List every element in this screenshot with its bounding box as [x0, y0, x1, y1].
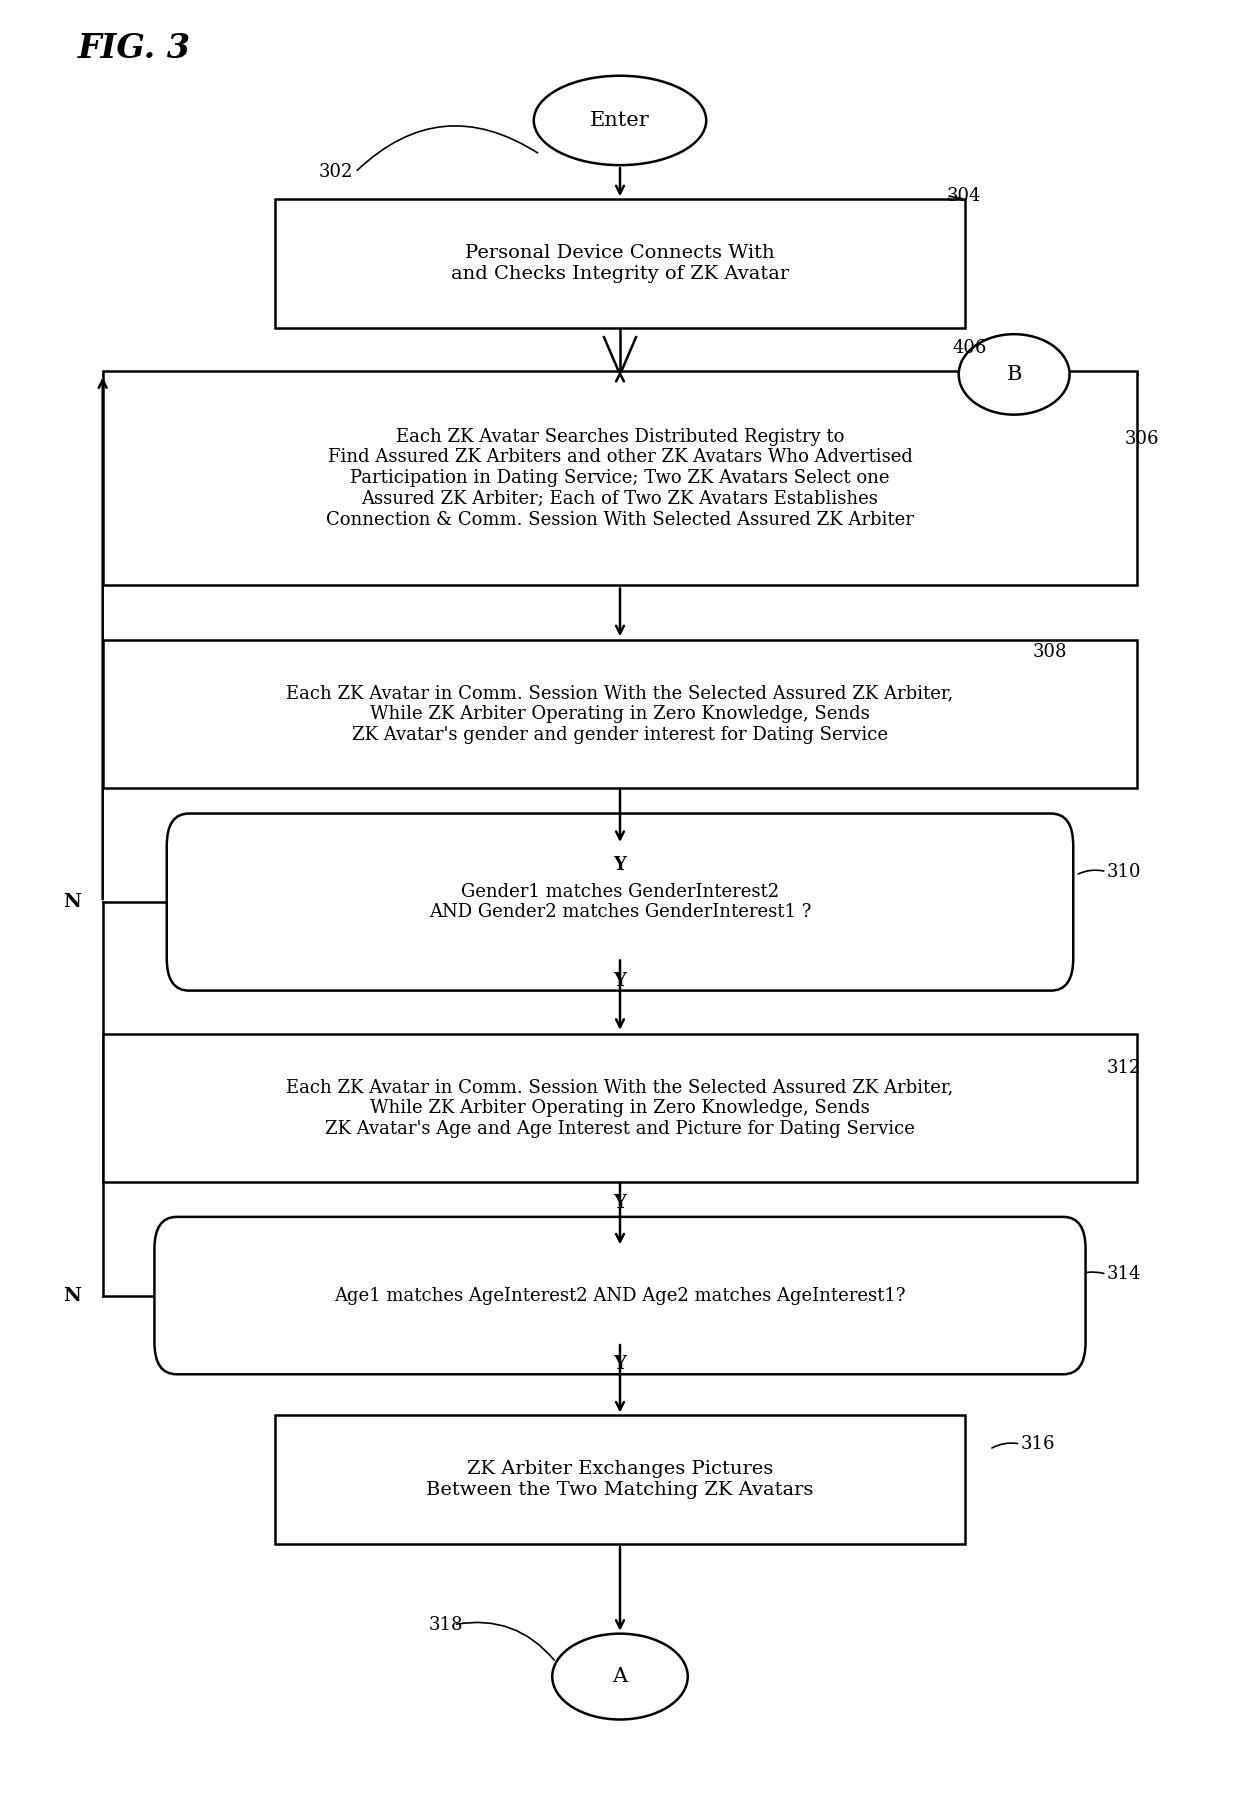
Text: Y: Y: [614, 1193, 626, 1211]
Text: FIG. 3: FIG. 3: [78, 32, 191, 65]
Text: 312: 312: [1106, 1060, 1141, 1078]
Text: 406: 406: [952, 338, 987, 356]
Text: A: A: [613, 1668, 627, 1686]
Text: Y: Y: [614, 1355, 626, 1373]
Text: Each ZK Avatar in Comm. Session With the Selected Assured ZK Arbiter,
While ZK A: Each ZK Avatar in Comm. Session With the…: [286, 685, 954, 744]
Ellipse shape: [552, 1633, 688, 1720]
Text: B: B: [1007, 365, 1022, 385]
Text: Y: Y: [614, 972, 626, 990]
Text: 306: 306: [1125, 429, 1159, 447]
Text: Gender1 matches GenderInterest2
AND Gender2 matches GenderInterest1 ?: Gender1 matches GenderInterest2 AND Gend…: [429, 882, 811, 922]
Ellipse shape: [533, 75, 707, 165]
Text: 318: 318: [429, 1616, 464, 1633]
Text: N: N: [63, 893, 81, 911]
Text: Age1 matches AgeInterest2 AND Age2 matches AgeInterest1?: Age1 matches AgeInterest2 AND Age2 match…: [335, 1287, 905, 1305]
Text: 310: 310: [1106, 863, 1141, 881]
FancyBboxPatch shape: [103, 370, 1137, 586]
Text: 308: 308: [1033, 643, 1068, 661]
Text: 316: 316: [1021, 1436, 1055, 1454]
FancyBboxPatch shape: [166, 814, 1074, 990]
Text: 314: 314: [1106, 1265, 1141, 1283]
FancyBboxPatch shape: [275, 199, 965, 327]
Text: Personal Device Connects With
and Checks Integrity of ZK Avatar: Personal Device Connects With and Checks…: [451, 244, 789, 282]
Text: N: N: [63, 1287, 81, 1305]
Text: ZK Arbiter Exchanges Pictures
Between the Two Matching ZK Avatars: ZK Arbiter Exchanges Pictures Between th…: [427, 1461, 813, 1499]
Text: Each ZK Avatar Searches Distributed Registry to
Find Assured ZK Arbiters and oth: Each ZK Avatar Searches Distributed Regi…: [326, 428, 914, 528]
FancyBboxPatch shape: [103, 640, 1137, 789]
Ellipse shape: [959, 334, 1070, 415]
Text: Each ZK Avatar in Comm. Session With the Selected Assured ZK Arbiter,
While ZK A: Each ZK Avatar in Comm. Session With the…: [286, 1078, 954, 1138]
Text: Y: Y: [614, 855, 626, 873]
FancyBboxPatch shape: [275, 1416, 965, 1544]
Text: 304: 304: [946, 187, 981, 205]
Text: 302: 302: [319, 164, 352, 181]
FancyBboxPatch shape: [155, 1217, 1085, 1375]
Text: Enter: Enter: [590, 111, 650, 129]
FancyBboxPatch shape: [103, 1033, 1137, 1182]
